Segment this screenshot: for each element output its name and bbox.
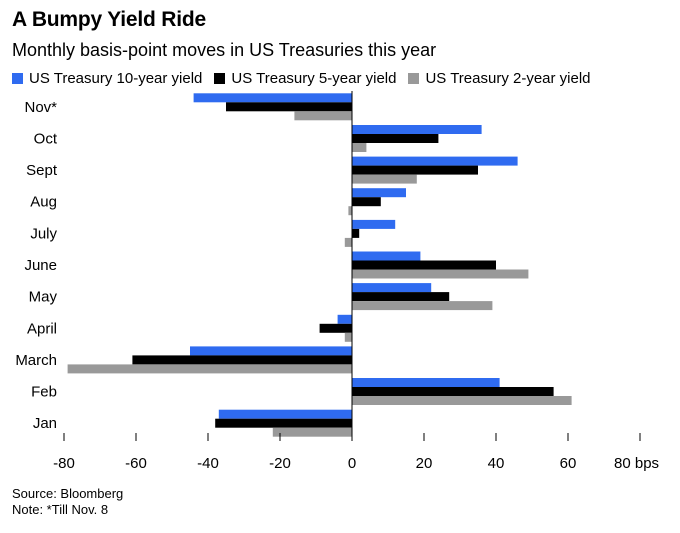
bar-march-2 <box>67 364 352 374</box>
legend-swatch-10-year <box>12 73 23 84</box>
bar-june-2 <box>352 269 529 279</box>
bar-july-2 <box>344 237 352 247</box>
legend-item-5-year: US Treasury 5-year yield <box>214 70 396 87</box>
category-label-march: March <box>15 352 57 369</box>
legend-item-2-year: US Treasury 2-year yield <box>408 70 591 87</box>
bar-march-1 <box>132 355 352 365</box>
bar-nov-2 <box>294 111 352 121</box>
x-tick-label-6: 40 <box>488 455 505 472</box>
chart-subtitle: Monthly basis-point moves in US Treasuri… <box>12 40 437 60</box>
source-note: Source: Bloomberg <box>12 486 124 501</box>
bar-april-0 <box>337 314 352 324</box>
bar-jan-1 <box>215 418 352 428</box>
x-tick-label-8: 80 bps <box>614 455 659 472</box>
x-tick-label-3: -20 <box>269 455 291 472</box>
legend-item-10-year: US Treasury 10-year yield <box>12 70 202 87</box>
x-tick-label-2: -40 <box>197 455 219 472</box>
bar-may-2 <box>352 301 493 311</box>
legend: US Treasury 10-year yield US Treasury 5-… <box>12 70 591 87</box>
bar-jan-2 <box>272 427 352 437</box>
legend-swatch-5-year <box>214 73 226 84</box>
x-tick-label-5: 20 <box>416 455 433 472</box>
category-label-june: June <box>24 257 57 274</box>
x-tick-label-7: 60 <box>560 455 577 472</box>
footnote: Note: *Till Nov. 8 <box>12 502 109 517</box>
category-label-may: May <box>29 289 58 306</box>
bar-feb-0 <box>352 378 500 387</box>
category-label-feb: Feb <box>31 384 57 401</box>
category-label-jan: Jan <box>33 415 57 432</box>
bar-oct-2 <box>352 143 367 152</box>
x-tick-label-4: 0 <box>348 455 356 472</box>
bar-may-1 <box>352 292 450 302</box>
bar-nov-0 <box>193 93 352 103</box>
bar-sept-2 <box>352 174 417 184</box>
legend-label-2-year: US Treasury 2-year yield <box>425 70 591 87</box>
bar-nov-1 <box>226 102 352 112</box>
bar-feb-1 <box>352 387 554 396</box>
legend-label-5-year: US Treasury 5-year yield <box>231 70 397 87</box>
legend-swatch-2-year <box>408 73 420 84</box>
bar-aug-0 <box>352 188 406 198</box>
x-tick-label-0: -80 <box>53 455 75 472</box>
bar-july-0 <box>352 219 396 229</box>
bar-oct-1 <box>352 134 439 143</box>
category-label-aug: Aug <box>30 194 57 211</box>
bar-oct-0 <box>352 125 482 134</box>
bar-aug-1 <box>352 197 381 207</box>
chart-title: A Bumpy Yield Ride <box>12 8 206 31</box>
category-label-nov: Nov* <box>24 99 57 116</box>
bar-april-1 <box>319 323 352 333</box>
bar-may-0 <box>352 283 432 293</box>
footer: Source: Bloomberg Note: *Till Nov. 8 <box>12 486 123 518</box>
bar-sept-0 <box>352 156 518 166</box>
bar-jan-0 <box>218 409 352 419</box>
legend-label-10-year: US Treasury 10-year yield <box>29 70 203 87</box>
category-label-sept: Sept <box>26 162 58 179</box>
category-label-oct: Oct <box>34 131 58 148</box>
bar-june-1 <box>352 260 496 270</box>
bar-april-2 <box>344 332 352 342</box>
bar-june-0 <box>352 251 421 261</box>
bar-march-0 <box>190 346 352 356</box>
bar-sept-1 <box>352 165 478 175</box>
bar-feb-2 <box>352 396 572 405</box>
x-tick-label-1: -60 <box>125 455 147 472</box>
category-label-april: April <box>27 320 57 337</box>
bar-july-1 <box>352 228 360 238</box>
bar-aug-2 <box>348 206 352 216</box>
category-label-july: July <box>30 225 57 242</box>
